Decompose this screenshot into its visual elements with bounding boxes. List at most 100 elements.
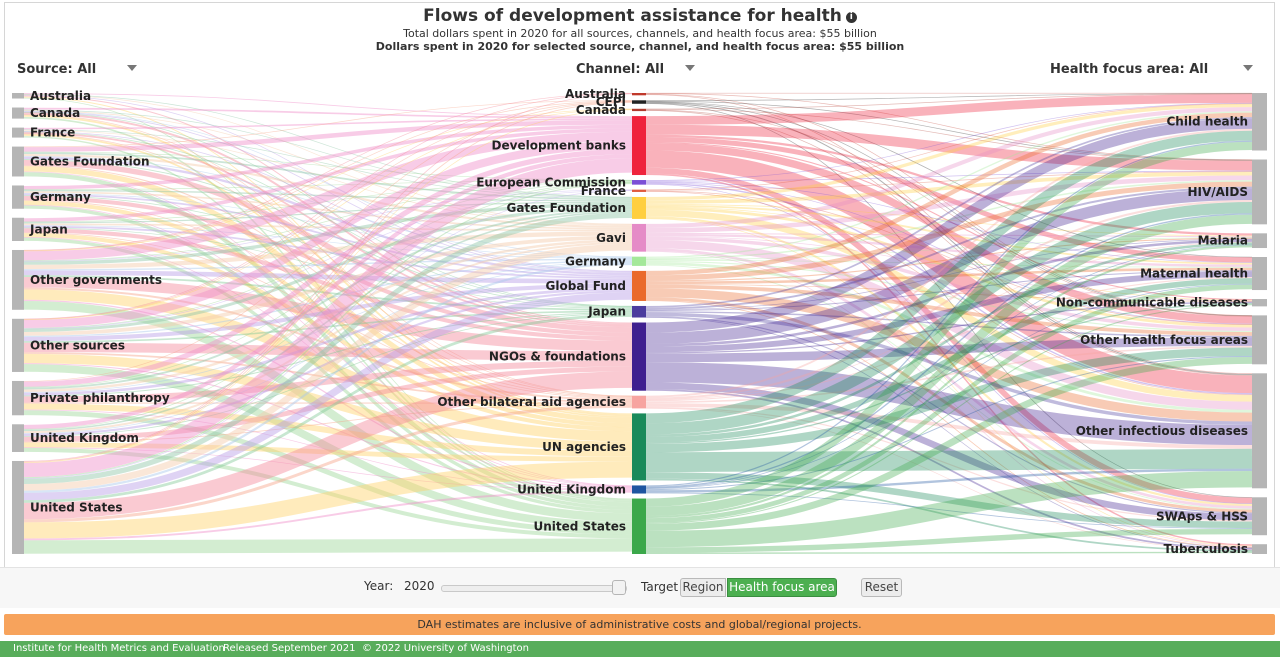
source-channel-flow[interactable] <box>23 114 633 417</box>
source-channel-flow[interactable] <box>23 107 633 119</box>
source-channel-flow[interactable] <box>23 193 633 278</box>
channel-node-canada[interactable] <box>632 108 646 112</box>
source-channel-flow[interactable] <box>23 260 633 338</box>
source-channel-flow[interactable] <box>23 156 633 276</box>
channel-focus-flow[interactable] <box>645 337 1253 363</box>
source-label-japan[interactable]: Japan <box>29 222 68 236</box>
source-channel-flow[interactable] <box>23 112 633 307</box>
channel-focus-flow[interactable] <box>645 270 1253 312</box>
source-channel-flow[interactable] <box>23 93 633 462</box>
channel-focus-flow[interactable] <box>645 136 1253 263</box>
channel-focus-flow[interactable] <box>645 171 1253 191</box>
source-channel-flow[interactable] <box>23 225 633 279</box>
source-channel-flow[interactable] <box>23 192 633 259</box>
channel-focus-flow[interactable] <box>645 216 1253 506</box>
source-channel-flow[interactable] <box>23 189 633 202</box>
channel-focus-flow[interactable] <box>645 102 1253 376</box>
channel-focus-flow[interactable] <box>645 262 1253 413</box>
channel-focus-flow[interactable] <box>645 356 1253 531</box>
source-channel-flow[interactable] <box>23 239 633 392</box>
channel-focus-flow[interactable] <box>645 102 1253 181</box>
channel-focus-flow[interactable] <box>645 100 1253 161</box>
channel-focus-flow[interactable] <box>645 347 1253 453</box>
focus-node-tuberculosis[interactable] <box>1252 544 1267 554</box>
source-channel-flow[interactable] <box>23 209 633 390</box>
source-channel-flow[interactable] <box>23 261 633 393</box>
channel-focus-flow[interactable] <box>645 142 1253 324</box>
channel-focus-flow[interactable] <box>645 248 1253 509</box>
channel-focus-flow[interactable] <box>645 93 1253 316</box>
channel-label-france[interactable]: France <box>581 184 626 198</box>
channel-focus-flow[interactable] <box>645 117 1253 308</box>
focus-node-non-communicable-diseases[interactable] <box>1252 299 1267 307</box>
channel-focus-flow[interactable] <box>645 101 1253 317</box>
reset-button[interactable]: Reset <box>861 578 902 597</box>
source-channel-flow[interactable] <box>23 223 633 232</box>
source-channel-flow[interactable] <box>23 156 633 258</box>
channel-focus-flow[interactable] <box>645 183 1253 504</box>
channel-focus-flow[interactable] <box>645 528 1253 553</box>
source-channel-flow[interactable] <box>23 342 633 361</box>
channel-focus-flow[interactable] <box>645 245 1253 519</box>
channel-node-other-bilateral-aid-agencies[interactable] <box>632 395 646 409</box>
focus-node-other-health-focus-areas[interactable] <box>1252 315 1267 365</box>
source-channel-flow[interactable] <box>23 447 633 539</box>
source-node-private-philanthropy[interactable] <box>12 380 24 416</box>
channel-focus-flow[interactable] <box>645 190 1253 325</box>
source-channel-flow[interactable] <box>23 165 633 398</box>
channel-focus-flow[interactable] <box>645 250 1253 547</box>
year-slider[interactable] <box>441 585 627 592</box>
channel-focus-flow[interactable] <box>645 362 1253 446</box>
channel-focus-flow[interactable] <box>645 124 1253 171</box>
channel-focus-flow[interactable] <box>645 406 1253 522</box>
source-channel-flow[interactable] <box>23 189 633 330</box>
channel-label-germany[interactable]: Germany <box>565 254 626 268</box>
source-channel-flow[interactable] <box>23 232 633 399</box>
source-channel-flow[interactable] <box>23 410 633 535</box>
channel-focus-flow[interactable] <box>645 118 1253 333</box>
channel-focus-flow[interactable] <box>645 112 1253 276</box>
source-channel-flow[interactable] <box>23 241 633 434</box>
channel-focus-flow[interactable] <box>645 188 1253 344</box>
source-node-other-sources[interactable] <box>12 318 24 372</box>
source-channel-flow[interactable] <box>23 290 633 436</box>
source-channel-flow[interactable] <box>23 158 633 478</box>
channel-focus-flow[interactable] <box>645 140 1253 487</box>
channel-node-ngos-foundations[interactable] <box>632 322 646 391</box>
source-channel-flow[interactable] <box>23 93 633 117</box>
channel-focus-flow[interactable] <box>645 242 1253 438</box>
source-channel-flow[interactable] <box>23 152 633 201</box>
source-channel-flow[interactable] <box>23 205 633 510</box>
channel-focus-flow[interactable] <box>645 237 1253 261</box>
channel-focus-flow[interactable] <box>645 472 1253 529</box>
source-channel-flow[interactable] <box>23 225 633 259</box>
source-channel-flow[interactable] <box>23 101 633 463</box>
channel-focus-flow[interactable] <box>645 94 1253 125</box>
channel-label-global-fund[interactable]: Global Fund <box>546 279 626 293</box>
source-channel-flow[interactable] <box>23 403 633 443</box>
channel-focus-flow[interactable] <box>645 235 1253 302</box>
channel-focus-flow[interactable] <box>645 345 1253 404</box>
source-channel-flow[interactable] <box>23 227 633 309</box>
channel-focus-flow[interactable] <box>645 448 1253 473</box>
year-slider-handle[interactable] <box>612 580 626 595</box>
channel-node-development-banks[interactable] <box>632 116 646 176</box>
source-channel-flow[interactable] <box>23 114 633 397</box>
source-channel-flow[interactable] <box>23 228 633 341</box>
source-channel-flow[interactable] <box>23 287 633 396</box>
channel-focus-flow[interactable] <box>645 94 1253 374</box>
source-node-france[interactable] <box>12 127 24 138</box>
source-channel-flow[interactable] <box>23 283 633 342</box>
source-channel-flow[interactable] <box>23 101 633 320</box>
source-channel-flow[interactable] <box>23 182 633 430</box>
source-channel-flow[interactable] <box>23 206 633 332</box>
channel-focus-flow[interactable] <box>645 182 1253 325</box>
focus-node-swaps-hss[interactable] <box>1252 497 1267 536</box>
channel-label-gates-foundation[interactable]: Gates Foundation <box>506 201 626 215</box>
source-channel-flow[interactable] <box>23 130 633 226</box>
channel-focus-flow[interactable] <box>645 93 1253 110</box>
channel-label-united-states[interactable]: United States <box>533 519 626 533</box>
source-node-gates-foundation[interactable] <box>12 146 24 177</box>
focus-node-child-health[interactable] <box>1252 93 1267 151</box>
source-channel-flow[interactable] <box>23 204 633 487</box>
